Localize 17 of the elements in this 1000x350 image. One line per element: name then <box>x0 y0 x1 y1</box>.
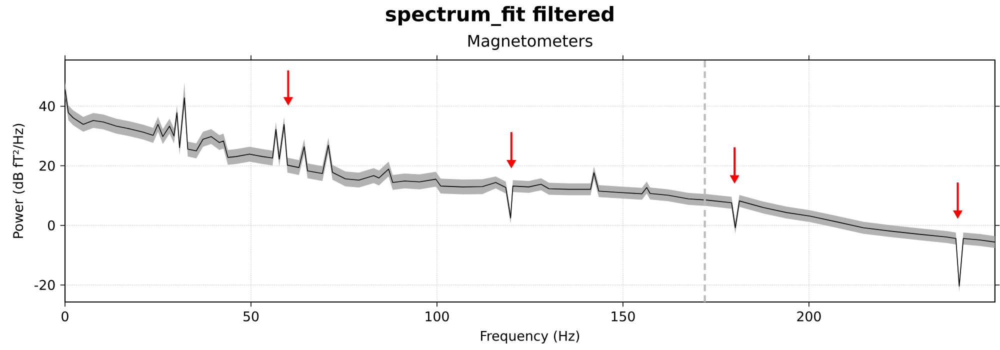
chart-title: spectrum_fit filtered <box>386 6 614 26</box>
x-tick-label: 200 <box>797 311 821 322</box>
y-tick-label: 0 <box>48 220 55 230</box>
point <box>730 175 740 184</box>
x-tick-label: 50 <box>244 311 259 322</box>
x-axis-title: Frequency (Hz) <box>481 330 580 344</box>
point <box>506 160 516 168</box>
x-tick-label: 100 <box>426 311 449 322</box>
point <box>953 210 962 219</box>
x-tick-label: 0 <box>62 311 68 322</box>
y-tick-label: -20 <box>34 280 55 290</box>
y-tick-label: 40 <box>39 101 55 112</box>
point <box>284 97 293 106</box>
chart-subtitle: Magnetometers <box>468 34 592 50</box>
x-tick-label: 150 <box>612 311 635 322</box>
y-axis-title: Power (dB fT²/Hz) <box>12 124 25 238</box>
y-tick-label: 20 <box>40 160 55 171</box>
